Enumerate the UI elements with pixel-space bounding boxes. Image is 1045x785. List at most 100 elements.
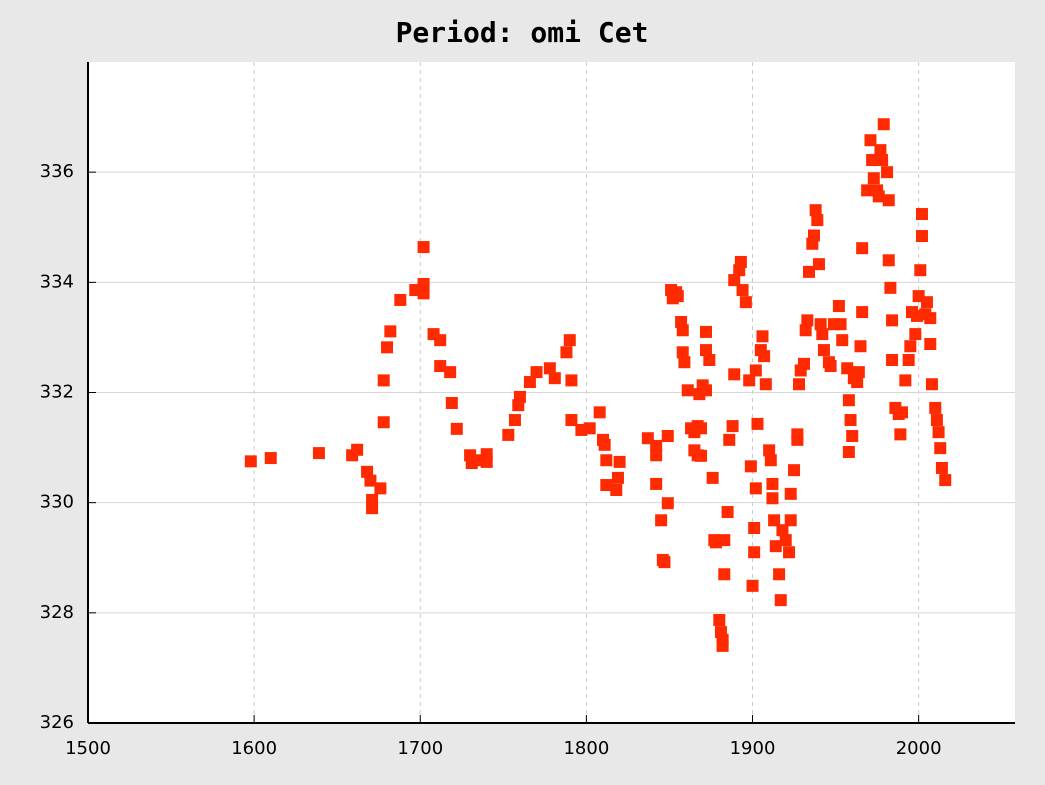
scatter-point (746, 579, 759, 592)
scatter-point (896, 406, 909, 419)
scatter-point (743, 374, 756, 387)
scatter-point (748, 522, 761, 535)
scatter-point (703, 354, 716, 367)
scatter-point (726, 420, 739, 433)
scatter-point (854, 340, 867, 353)
scatter-point (929, 401, 942, 414)
scatter-point (366, 493, 379, 506)
scatter-point (678, 356, 691, 369)
scatter-point (842, 445, 855, 458)
scatter-point (444, 366, 457, 379)
scatter-point (700, 384, 712, 397)
scatter-point (450, 422, 463, 435)
scatter-point (565, 414, 578, 427)
scatter-point (915, 230, 928, 243)
scatter-point (384, 325, 397, 338)
chart-title: Period: omi Cet (396, 16, 649, 49)
scatter-point (244, 455, 257, 468)
scatter-point (600, 479, 613, 492)
scatter-point (812, 258, 825, 271)
scatter-point (836, 334, 849, 347)
scatter-point (939, 474, 952, 487)
y-tick-label: 328 (40, 602, 74, 623)
scatter-point (723, 433, 736, 446)
scatter-point (783, 546, 796, 559)
scatter-point (744, 460, 757, 473)
scatter-point (613, 455, 626, 468)
scatter-point (809, 204, 822, 217)
scatter-point (593, 406, 606, 419)
scatter-point (934, 442, 947, 455)
scatter-point (739, 296, 752, 309)
scatter-point (671, 290, 684, 303)
scatter-point (364, 474, 377, 487)
scatter-point (650, 439, 663, 452)
scatter-point (924, 312, 937, 325)
scatter-point (598, 438, 611, 451)
scatter-point (824, 360, 837, 373)
scatter-point (758, 350, 771, 363)
scatter-point (779, 534, 792, 547)
scatter-point (681, 384, 694, 397)
scatter-point (798, 357, 811, 370)
scatter-point (661, 430, 674, 443)
scatter-point (548, 372, 561, 385)
scatter-point (925, 378, 938, 391)
scatter-point (736, 284, 749, 297)
scatter-point (583, 422, 596, 435)
scatter-point (902, 354, 915, 367)
scatter-point (774, 594, 787, 607)
scatter-point (803, 265, 815, 278)
scatter-point (351, 443, 364, 456)
scatter-point (856, 242, 869, 255)
scatter-point (894, 428, 907, 441)
scatter-point (776, 524, 789, 537)
scatter-point (513, 390, 526, 403)
scatter-point (749, 482, 762, 495)
scatter-point (773, 568, 786, 581)
scatter-point (841, 362, 854, 375)
scatter-point (728, 368, 741, 381)
scatter-point (834, 318, 847, 331)
scatter-point (856, 306, 869, 319)
scatter-point (676, 324, 689, 337)
scatter-point (434, 360, 447, 373)
scatter-point (718, 568, 731, 581)
scatter-point (886, 354, 899, 367)
y-tick-label: 336 (40, 161, 74, 182)
scatter-point (394, 293, 407, 306)
scatter-point (882, 194, 895, 207)
scatter-point (842, 394, 855, 407)
x-tick-label: 1600 (231, 738, 277, 759)
scatter-point (769, 540, 782, 553)
scatter-point (935, 461, 948, 474)
scatter-point (716, 633, 729, 646)
scatter-point (700, 344, 712, 357)
scatter-point (700, 325, 712, 338)
scatter-point (846, 430, 859, 443)
scatter-point (816, 328, 829, 341)
scatter-point (876, 154, 889, 167)
scatter-point (874, 144, 887, 157)
scatter-point (881, 166, 894, 179)
scatter-point (650, 449, 663, 462)
scatter-point (374, 482, 387, 495)
scatter-point (899, 374, 912, 387)
scatter-point (867, 172, 880, 185)
scatter-point (766, 492, 779, 505)
scatter-point (417, 277, 430, 290)
scatter-point (801, 314, 814, 327)
scatter-point (861, 184, 874, 197)
scatter-point (417, 241, 430, 254)
scatter-point (811, 214, 824, 227)
scatter-point (695, 449, 708, 462)
scatter-point (788, 464, 801, 477)
scatter-point (877, 118, 890, 131)
scatter-point (764, 454, 777, 467)
scatter-point (713, 613, 726, 626)
scatter-point (793, 378, 806, 391)
scatter-point (807, 229, 820, 242)
x-tick-label: 1900 (730, 738, 776, 759)
scatter-point (759, 378, 772, 391)
